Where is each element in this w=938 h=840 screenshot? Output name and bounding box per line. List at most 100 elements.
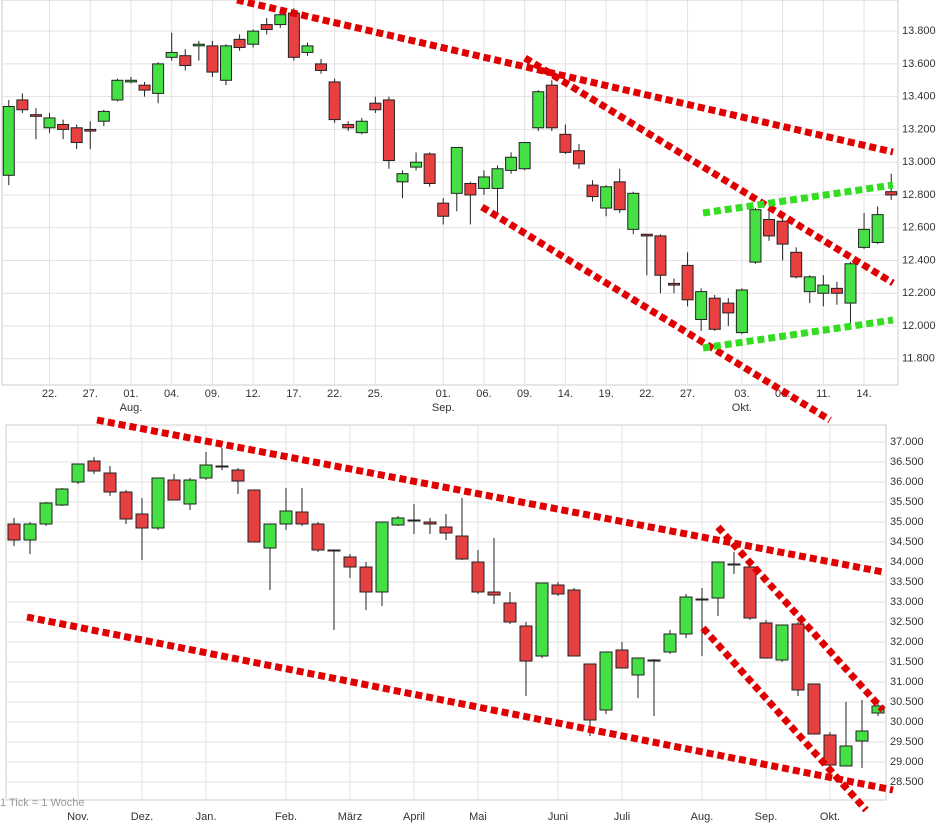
grid	[6, 425, 886, 800]
x-tick-label: Mai	[469, 811, 487, 823]
y-tick-label: 36.500	[890, 456, 924, 468]
candle-body	[167, 479, 181, 501]
candle-body	[279, 510, 293, 525]
x-tick-label: 17.	[286, 388, 301, 400]
candle-body	[532, 91, 545, 129]
candle-body	[135, 513, 149, 529]
x-tick-label: März	[338, 811, 362, 823]
y-tick-label: 33.000	[890, 596, 924, 608]
candle-body	[695, 598, 709, 601]
candle-body	[7, 523, 21, 541]
candle-body	[535, 582, 549, 657]
candle-body	[776, 220, 789, 245]
x-tick-label: 09.	[205, 388, 220, 400]
trend-line	[480, 204, 832, 423]
candle-body	[627, 192, 640, 230]
y-tick-label: 13.800	[902, 25, 936, 37]
x-month-label: Sep.	[432, 402, 455, 414]
grid	[2, 0, 898, 385]
candle-body	[311, 523, 325, 551]
candle-body	[519, 625, 533, 662]
candle-body	[247, 30, 260, 45]
x-tick-label: 14.	[856, 388, 871, 400]
candle-body	[328, 81, 341, 121]
x-tick-label: Juni	[548, 811, 568, 823]
candle-body	[103, 472, 117, 493]
candle-body	[327, 549, 341, 552]
candle-body	[124, 79, 137, 83]
candle-body	[807, 683, 821, 735]
candle-body	[572, 150, 585, 165]
candle-body	[654, 235, 667, 276]
candle-body	[165, 51, 178, 58]
x-tick-label: Jan.	[196, 811, 217, 823]
candle-body	[775, 624, 789, 661]
candle-body	[790, 251, 803, 278]
candle-body	[711, 561, 725, 599]
candle-body	[97, 110, 110, 122]
candle-body	[57, 124, 70, 130]
candle-body	[613, 181, 626, 211]
y-tick-label: 31.500	[890, 656, 924, 668]
candle-body	[206, 45, 219, 73]
candle-body	[179, 55, 192, 67]
x-tick-label: 14.	[558, 388, 573, 400]
candle-body	[343, 556, 357, 568]
candle-body	[220, 45, 232, 81]
y-tick-label: 36.000	[890, 476, 924, 488]
candle-body	[668, 282, 680, 286]
candle-body	[871, 214, 884, 243]
x-tick-label: 25.	[368, 388, 383, 400]
y-tick-label: 35.500	[890, 496, 924, 508]
y-tick-label: 12.600	[902, 222, 936, 234]
candle-body	[437, 202, 450, 217]
candle-body	[369, 102, 382, 111]
x-tick-label: Feb.	[275, 811, 297, 823]
candle-body	[567, 589, 581, 657]
trend-line	[523, 55, 895, 286]
candle-body	[743, 566, 757, 619]
x-tick-label: 22.	[639, 388, 654, 400]
candle-body	[263, 523, 277, 549]
y-tick-label: 12.800	[902, 189, 936, 201]
candle-body	[423, 153, 436, 184]
y-tick-label: 31.000	[890, 676, 924, 688]
x-tick-label: 11.	[816, 388, 830, 400]
x-tick-label: 27.	[83, 388, 98, 400]
x-tick-label: 01.	[436, 388, 451, 400]
candle-body	[735, 289, 748, 334]
trend-line	[702, 181, 894, 217]
bottom-plot-frame	[5, 424, 887, 801]
candle-body	[586, 184, 599, 198]
x-tick-label: 06.	[476, 388, 491, 400]
candle-body	[695, 291, 708, 320]
trend-line	[715, 524, 886, 713]
candle-body	[817, 284, 830, 294]
y-tick-label: 30.500	[890, 696, 924, 708]
candle-body	[600, 186, 613, 209]
candle-body	[151, 477, 165, 529]
x-tick-label: 04.	[164, 388, 179, 400]
candle-body	[55, 488, 69, 506]
candle-body	[382, 99, 395, 162]
y-tick-label: 32.500	[890, 616, 924, 628]
candle-body	[844, 263, 857, 304]
y-tick-label: 28.500	[890, 776, 924, 788]
y-tick-label: 29.500	[890, 736, 924, 748]
candle-body	[503, 602, 517, 623]
x-tick-label: 22.	[42, 388, 57, 400]
y-tick-label: 13.600	[902, 58, 936, 70]
candle-body	[679, 596, 693, 635]
trend-line	[96, 416, 884, 576]
candle-body	[407, 519, 421, 522]
trend-line	[236, 0, 894, 156]
candle-body	[545, 84, 558, 129]
x-month-label: Okt.	[732, 402, 752, 414]
candle-body	[583, 663, 597, 721]
candle-body	[138, 84, 151, 91]
candle-body	[599, 651, 613, 711]
candle-body	[247, 489, 261, 543]
candle-body	[681, 264, 694, 301]
candle-body	[477, 176, 490, 189]
